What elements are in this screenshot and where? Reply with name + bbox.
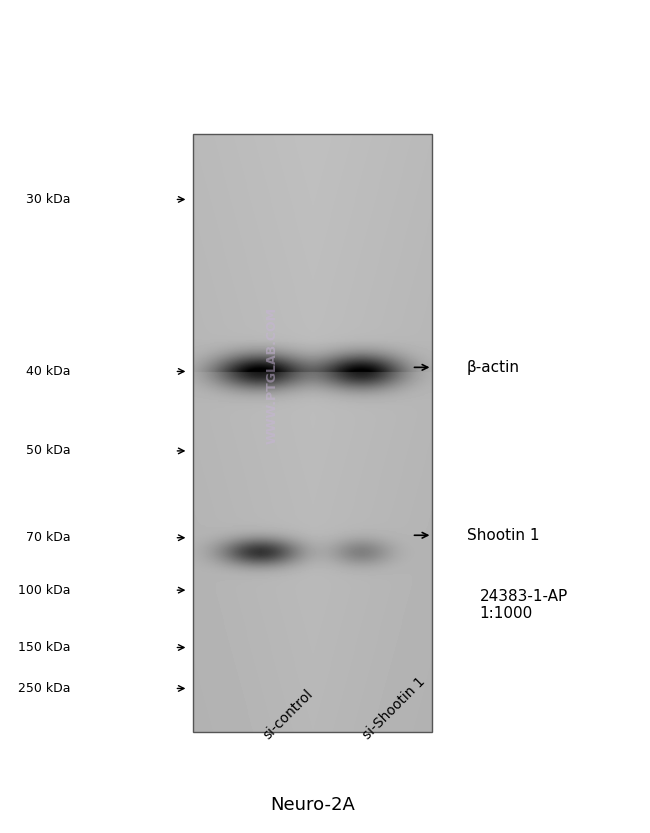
Bar [193,134,432,732]
Text: WWW.PTGLAB.COM: WWW.PTGLAB.COM [265,307,278,444]
Text: 250 kDa: 250 kDa [18,682,71,695]
Text: si-Shootin 1: si-Shootin 1 [361,674,428,741]
Text: 100 kDa: 100 kDa [18,584,71,596]
Text: 30 kDa: 30 kDa [26,193,71,206]
Text: 70 kDa: 70 kDa [26,531,71,544]
Text: Shootin 1: Shootin 1 [467,528,540,543]
Text: si-control: si-control [260,686,315,741]
Text: Neuro-2A: Neuro-2A [270,796,356,814]
Text: 150 kDa: 150 kDa [18,641,71,654]
Text: β-actin: β-actin [467,360,520,375]
Text: 40 kDa: 40 kDa [26,365,71,378]
Text: 50 kDa: 50 kDa [26,444,71,457]
Text: 24383-1-AP
1:1000: 24383-1-AP 1:1000 [480,589,568,621]
